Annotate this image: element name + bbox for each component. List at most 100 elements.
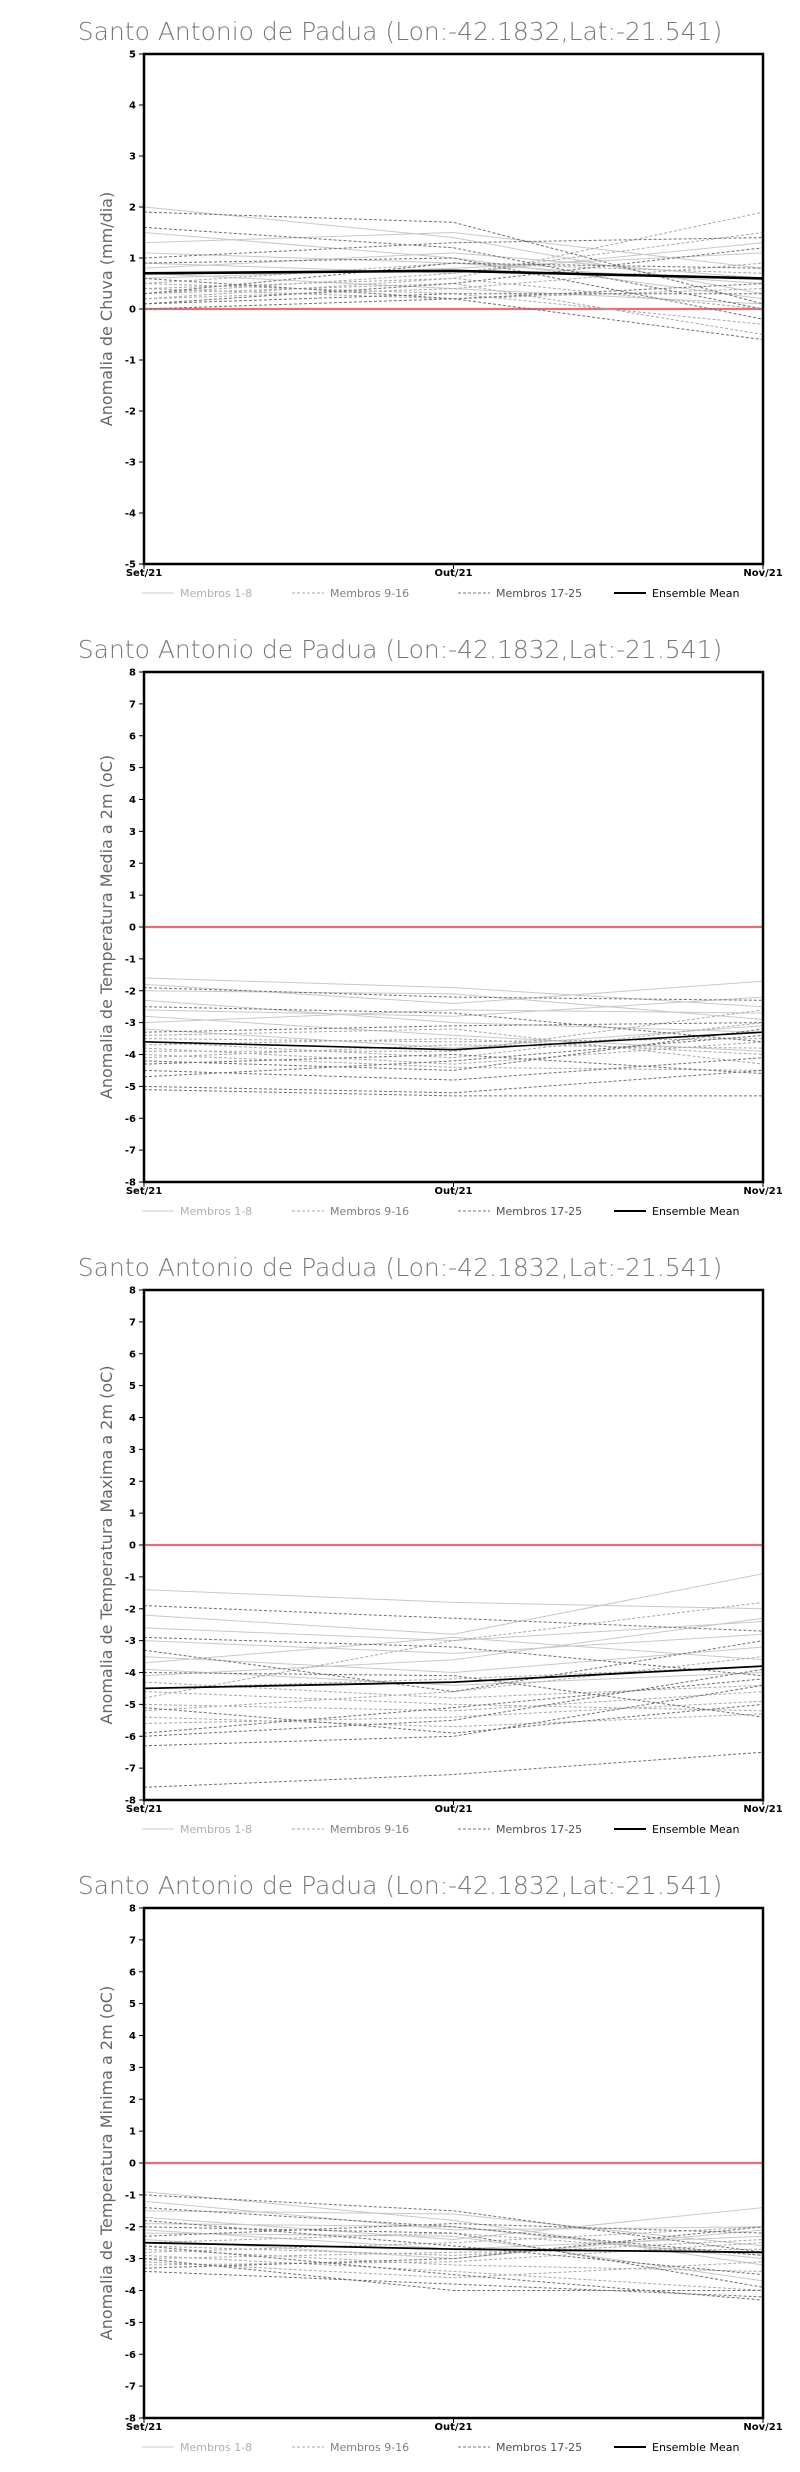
y-tick-label: -4 [125,1050,136,1061]
member-line-15 [143,262,764,300]
member-line-7 [143,1668,764,1686]
y-tick-label: -6 [125,2350,136,2361]
member-line-19 [143,1057,764,1081]
member-line-8 [143,1617,764,1677]
x-tick-label: Set/21 [126,568,162,579]
member-line-14 [143,232,764,295]
y-tick-label: -1 [125,356,136,367]
member-line-24 [143,1006,764,1043]
y-axis-label: Anomalia de Temperatura Media a 2m (oC) [97,755,116,1099]
y-tick-label: -2 [125,407,136,418]
member-line-11 [143,1022,764,1059]
plot-frame [142,1906,765,2420]
plot-frame [142,1288,765,1802]
member-line-6 [143,1015,764,1052]
y-tick-label: -8 [125,1796,136,1807]
plot-frame [142,52,765,566]
y-tick-label: -7 [125,1146,136,1157]
member-line-16 [143,277,764,310]
member-line-14 [143,1656,764,1712]
chart-panel-3: Santo Antonio de Padua (Lon:-42.1832,Lat… [78,1253,783,1836]
y-tick-label: 0 [129,1541,136,1552]
member-line-9 [143,1681,764,1699]
y-tick-label: -6 [125,1114,136,1125]
y-tick-label: 5 [129,763,136,774]
y-tick-label: -2 [125,2222,136,2233]
member-line-21 [143,2245,764,2301]
chart-panel-1: Santo Antonio de Padua (Lon:-42.1832,Lat… [78,17,783,600]
x-tick-label: Out/21 [435,1804,473,1815]
chart-title: Santo Antonio de Padua (Lon:-42.1832,Lat… [78,1871,722,1900]
y-tick-label: 6 [129,1967,136,1978]
member-line-8 [143,2229,764,2260]
y-tick-label: -1 [125,2190,136,2201]
y-tick-label: -1 [125,954,136,965]
member-line-24 [143,262,764,295]
chart-title: Santo Antonio de Padua (Lon:-42.1832,Lat… [78,635,722,664]
y-tick-label: -8 [125,1178,136,1189]
y-tick-label: 8 [129,1904,136,1915]
member-line-3 [143,2210,764,2247]
x-tick-label: Out/21 [435,2422,473,2433]
member-line-3 [143,1621,764,1642]
ensemble-mean-line [143,269,764,280]
member-line-2 [143,2200,764,2231]
member-line-13 [143,1041,764,1065]
member-line-19 [143,1751,764,1788]
member-line-17 [143,1028,764,1071]
y-tick-label: -7 [125,2382,136,2393]
member-line-4 [143,1633,764,1654]
member-line-9 [143,1028,764,1065]
member-line-12 [143,1601,764,1699]
y-tick-label: -3 [125,2254,136,2265]
y-tick-label: -1 [125,1572,136,1583]
legend-label: Membros 1-8 [180,2441,252,2454]
member-line-9 [143,2232,764,2256]
y-tick-label: 7 [129,1935,136,1946]
y-tick-label: -6 [125,1732,136,1743]
member-line-24 [143,1703,764,1734]
member-line-5 [143,1646,764,1674]
legend-label: Ensemble Mean [652,2441,739,2454]
member-line-18 [143,1053,764,1075]
member-line-18 [143,1684,764,1747]
member-line-25 [143,1668,764,1737]
member-line-23 [143,1672,764,1718]
member-line-7 [143,2232,764,2282]
y-axis-label: Anomalia de Chuva (mm/dia) [97,192,116,426]
chart-panel-4: Santo Antonio de Padua (Lon:-42.1832,Lat… [78,1871,783,2454]
member-line-11 [143,1691,764,1712]
member-line-20 [143,1034,764,1078]
member-line-25 [143,2207,764,2256]
y-tick-label: 4 [129,101,136,112]
y-tick-label: -5 [125,1082,136,1093]
member-line-16 [143,2242,764,2266]
member-line-25 [143,237,764,259]
legend-label: Membros 9-16 [330,1205,409,1218]
member-line-17 [143,293,763,305]
member-line-4 [143,2207,764,2241]
y-tick-label: 4 [129,795,136,806]
member-line-20 [143,2223,764,2237]
y-tick-label: -7 [125,1764,136,1775]
member-line-1 [143,977,764,1008]
legend-label: Membros 1-8 [180,1823,252,1836]
y-tick-label: 0 [129,923,136,934]
member-line-15 [143,1713,764,1728]
y-tick-label: 3 [129,1445,136,1456]
member-line-3 [143,990,764,1020]
y-tick-label: 2 [129,859,136,870]
member-line-2 [143,232,764,300]
member-line-10 [143,1665,764,1689]
member-line-2 [143,1573,764,1635]
legend-label: Membros 9-16 [330,1823,409,1836]
member-line-22 [143,1640,764,1693]
member-line-7 [143,272,764,305]
member-line-21 [143,226,764,310]
y-tick-label: 3 [129,152,136,163]
y-tick-label: 5 [129,50,136,61]
member-line-1 [143,206,764,295]
member-line-3 [143,231,764,269]
member-line-15 [143,1054,764,1071]
member-line-11 [143,2248,764,2272]
